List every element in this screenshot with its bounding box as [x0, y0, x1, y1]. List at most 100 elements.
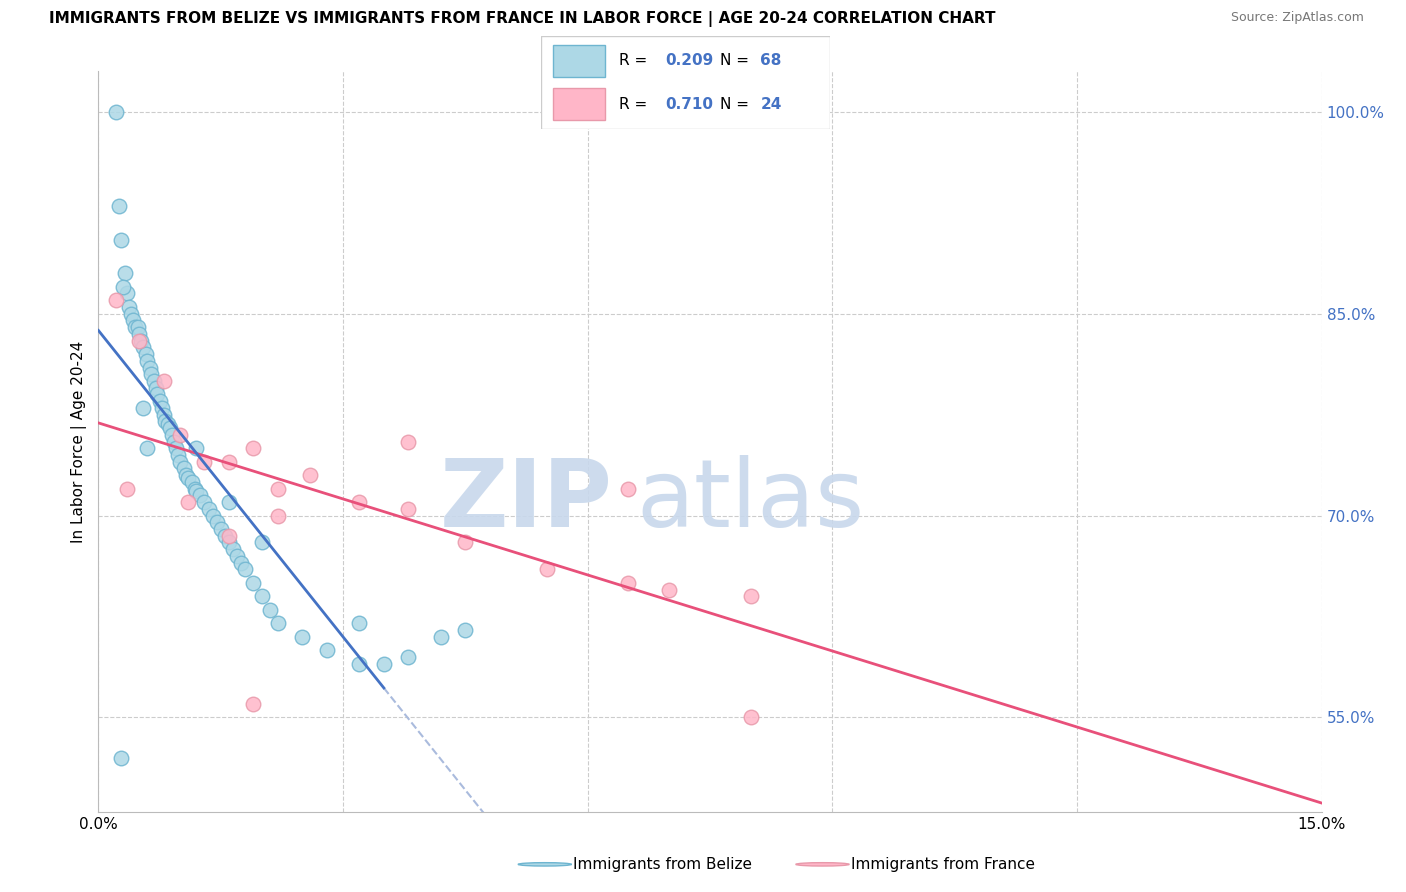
Point: [177, 495, 200, 509]
Text: 24: 24: [761, 96, 782, 112]
Point: [193, 455, 215, 469]
Point: [396, 434, 419, 449]
Text: Immigrants from Belize: Immigrants from Belize: [574, 857, 752, 871]
Point: [396, 501, 419, 516]
Point: [226, 549, 249, 563]
Point: [214, 529, 236, 543]
Point: [155, 414, 177, 428]
Point: [536, 562, 558, 576]
Point: [740, 710, 762, 724]
Point: [218, 495, 240, 509]
Circle shape: [796, 863, 849, 866]
Point: [209, 522, 232, 536]
FancyBboxPatch shape: [553, 45, 605, 77]
Point: [205, 516, 228, 530]
Point: [177, 471, 200, 485]
Point: [242, 697, 264, 711]
Point: [110, 233, 132, 247]
Point: [617, 482, 640, 496]
Point: [617, 575, 640, 590]
Point: [315, 643, 337, 657]
Point: [658, 582, 681, 597]
Point: [188, 488, 212, 502]
Point: [291, 630, 314, 644]
Point: [127, 320, 149, 334]
Point: [267, 482, 290, 496]
Point: [136, 353, 159, 368]
Point: [218, 529, 240, 543]
Point: [173, 461, 195, 475]
Point: [201, 508, 224, 523]
Point: [120, 307, 142, 321]
Point: [242, 442, 264, 456]
Point: [124, 320, 146, 334]
Text: N =: N =: [720, 96, 754, 112]
Text: Immigrants from France: Immigrants from France: [851, 857, 1035, 871]
Point: [115, 482, 138, 496]
Point: [183, 482, 205, 496]
Point: [163, 434, 186, 449]
Point: [349, 657, 371, 671]
Point: [197, 501, 219, 516]
Point: [139, 360, 162, 375]
Point: [110, 751, 132, 765]
Point: [167, 448, 190, 462]
Point: [111, 279, 134, 293]
Point: [118, 300, 141, 314]
Point: [149, 394, 172, 409]
Point: [105, 104, 128, 119]
Point: [181, 475, 204, 489]
Point: [396, 649, 419, 664]
Text: 0.209: 0.209: [665, 54, 713, 69]
Point: [454, 535, 477, 549]
Point: [250, 590, 273, 604]
Point: [159, 421, 181, 435]
Point: [242, 575, 264, 590]
Point: [152, 408, 174, 422]
Text: IMMIGRANTS FROM BELIZE VS IMMIGRANTS FROM FRANCE IN LABOR FORCE | AGE 20-24 CORR: IMMIGRANTS FROM BELIZE VS IMMIGRANTS FRO…: [49, 11, 995, 27]
Point: [349, 616, 371, 631]
Point: [132, 401, 155, 415]
Point: [132, 340, 155, 354]
Point: [259, 603, 281, 617]
Text: ZIP: ZIP: [439, 455, 612, 547]
Point: [135, 347, 157, 361]
Point: [165, 442, 187, 456]
Point: [169, 455, 191, 469]
Point: [373, 657, 395, 671]
Text: 68: 68: [761, 54, 782, 69]
Point: [128, 326, 150, 341]
FancyBboxPatch shape: [553, 88, 605, 120]
Point: [169, 427, 191, 442]
Text: Source: ZipAtlas.com: Source: ZipAtlas.com: [1230, 11, 1364, 24]
Point: [299, 468, 322, 483]
Point: [145, 381, 167, 395]
Point: [152, 374, 174, 388]
Point: [186, 484, 208, 499]
FancyBboxPatch shape: [541, 36, 830, 129]
Point: [193, 495, 215, 509]
Point: [176, 468, 198, 483]
Point: [115, 286, 138, 301]
Point: [186, 442, 208, 456]
Point: [267, 616, 290, 631]
Point: [222, 542, 245, 557]
Text: atlas: atlas: [637, 455, 865, 547]
Point: [128, 334, 150, 348]
Point: [349, 495, 371, 509]
Point: [105, 293, 128, 308]
Point: [156, 417, 179, 431]
Point: [454, 623, 477, 637]
Point: [231, 556, 253, 570]
Circle shape: [519, 863, 571, 866]
Point: [150, 401, 173, 415]
Point: [122, 313, 145, 327]
Point: [233, 562, 256, 576]
Point: [146, 387, 169, 401]
Point: [129, 334, 152, 348]
Point: [740, 590, 762, 604]
Point: [218, 455, 240, 469]
Point: [114, 266, 136, 280]
Y-axis label: In Labor Force | Age 20-24: In Labor Force | Age 20-24: [72, 341, 87, 542]
Text: 0.710: 0.710: [665, 96, 713, 112]
